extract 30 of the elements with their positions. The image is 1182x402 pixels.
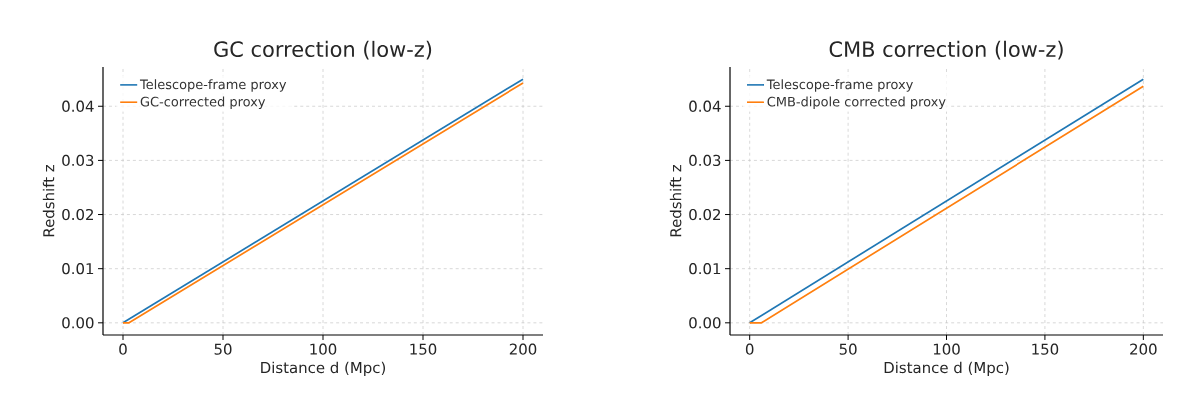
x-tick-label: 0 [119, 343, 127, 355]
y-tick-label: 0.02 [62, 208, 93, 221]
legend-label: CMB-dipole corrected proxy [767, 96, 946, 110]
legend-label: GC-corrected proxy [140, 96, 266, 110]
x-tick-label: 0 [745, 343, 754, 355]
chart-title: CMB correction (low-z) [829, 40, 1063, 60]
y-tick-label: 0.00 [62, 317, 94, 329]
x-tick-label: 200 [1130, 343, 1157, 355]
y-tick-label: 0.02 [689, 208, 721, 221]
y-tick-label: 0.04 [62, 100, 94, 112]
x-tick-label: 100 [310, 343, 337, 355]
y-tick-label: 0.01 [689, 263, 721, 275]
x-tick-label: 50 [839, 343, 857, 355]
x-tick-label: 50 [214, 343, 232, 355]
x-axis-title: Distance d (Mpc) [261, 361, 386, 377]
y-axis-title: Redshift z [669, 165, 682, 237]
x-tick-label: 150 [410, 343, 437, 355]
y-tick-label: 0.03 [689, 154, 721, 167]
x-tick-label: 150 [1032, 343, 1059, 355]
x-tick-label: 100 [933, 343, 960, 355]
legend-label: Telescope-frame proxy [139, 79, 287, 92]
y-tick-label: 0.01 [62, 263, 94, 275]
y-tick-label: 0.03 [62, 154, 94, 167]
y-tick-label: 0.00 [689, 317, 721, 329]
legend-label: Telescope-frame proxy [766, 79, 913, 92]
y-tick-label: 0.04 [689, 100, 721, 112]
chart-title: GC correction (low-z) [214, 40, 432, 60]
y-axis-title: Redshift z [42, 165, 55, 237]
x-axis-title: Distance d (Mpc) [884, 361, 1009, 377]
x-tick-label: 200 [509, 343, 537, 355]
